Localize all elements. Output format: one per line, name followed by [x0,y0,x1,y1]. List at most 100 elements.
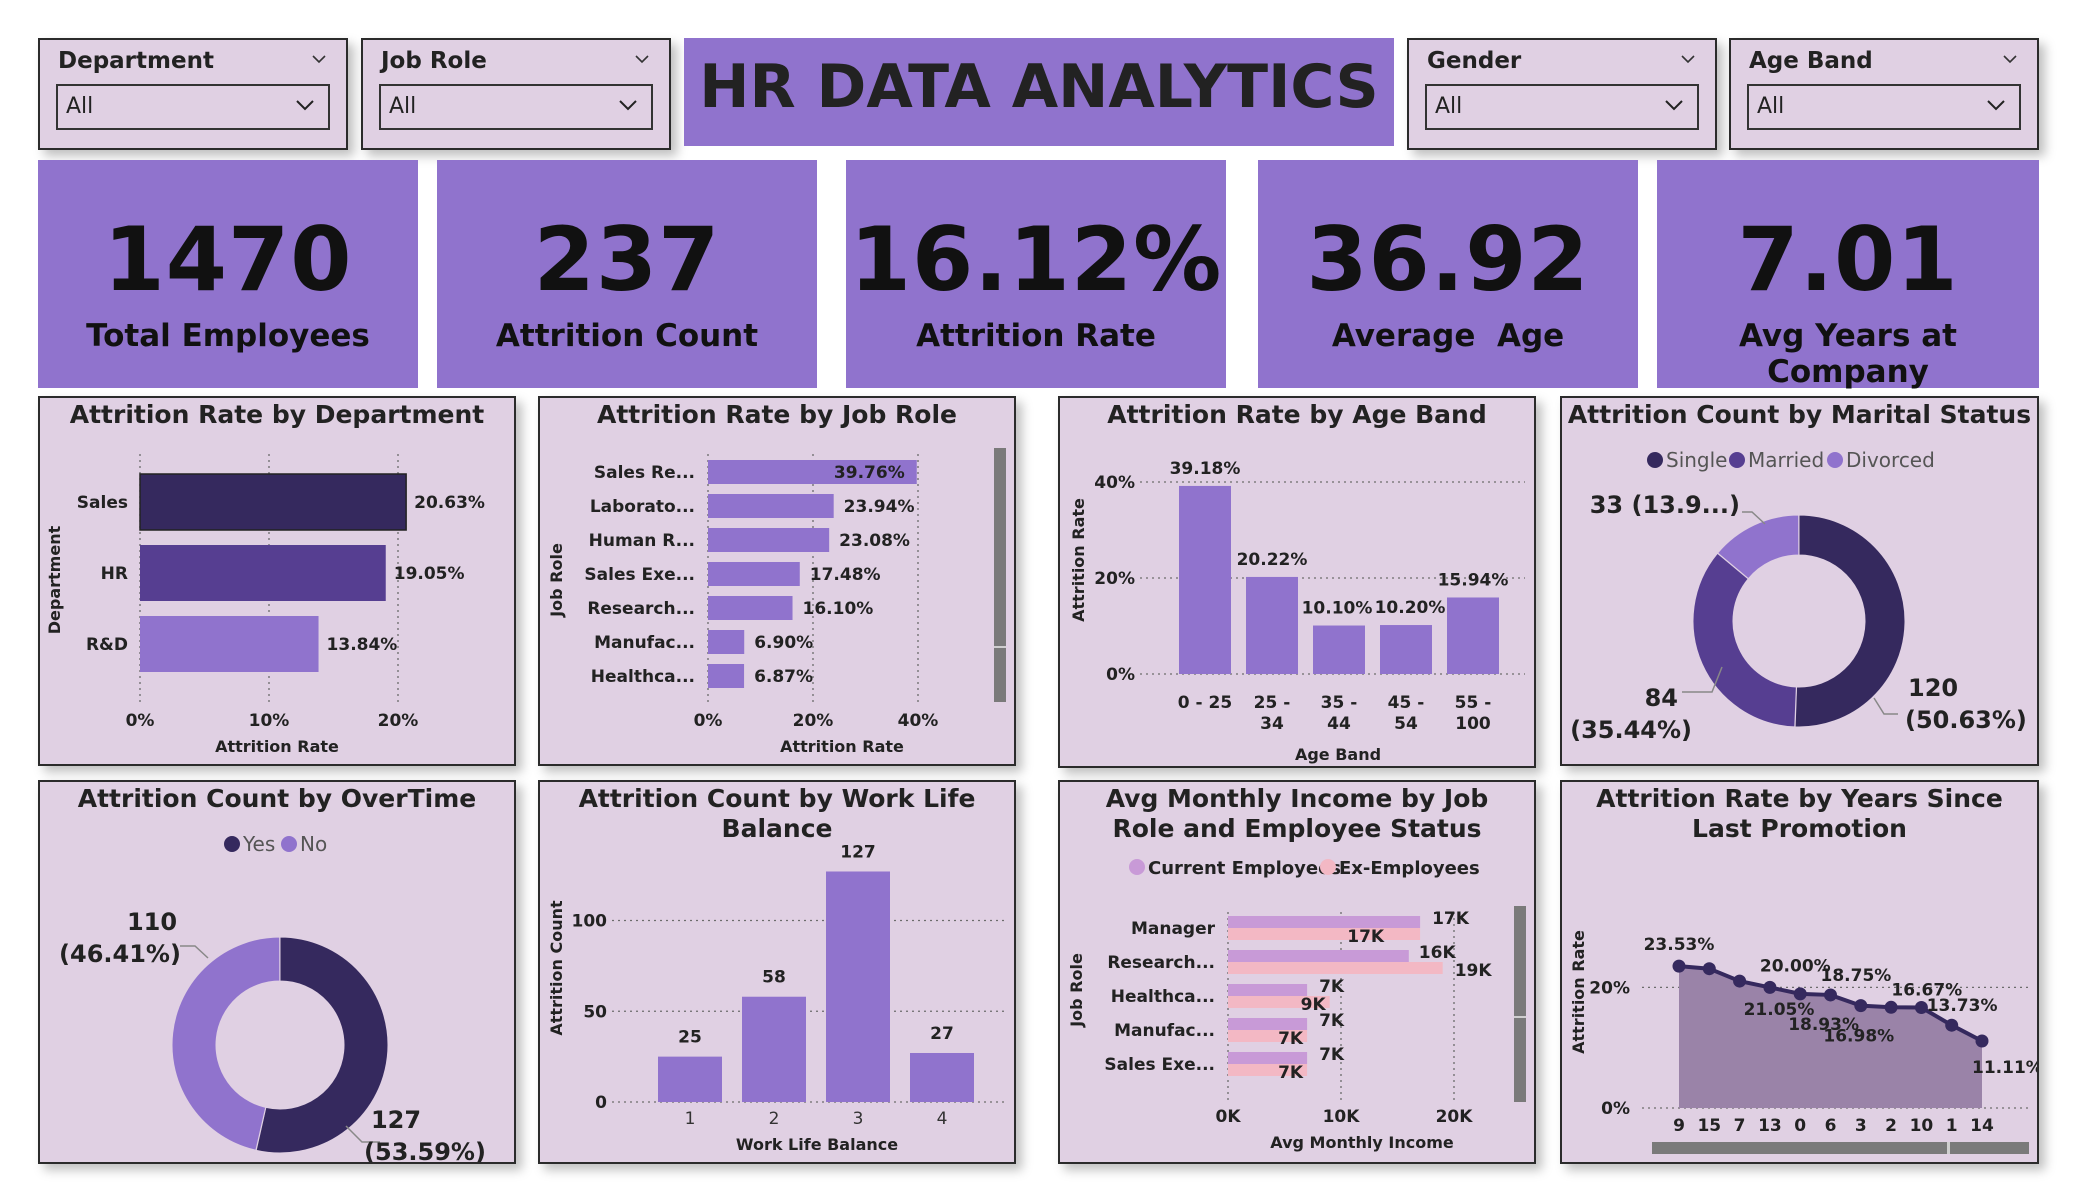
x-tick-label: 25 - [1254,693,1291,713]
x-tick-label: 34 [1260,714,1284,734]
chevron-down-icon[interactable] [1665,96,1683,114]
slicer-department[interactable]: Department All [38,38,348,150]
donut-slice [171,936,281,1151]
slicer-dropdown[interactable]: All [1425,84,1699,130]
slicer-value: All [1757,94,1785,119]
data-label: 6.90% [754,633,813,653]
scrollbar-horizontal[interactable] [1652,1142,2029,1154]
x-tick-label: 100 [1455,714,1491,734]
chevron-down-icon[interactable] [1987,96,2005,114]
x-tick-label: 54 [1394,714,1418,734]
data-label: 20.00% [1760,956,1831,976]
y-axis-label: Attrition Rate [1569,930,1588,1054]
page-title: HR DATA ANALYTICS [699,52,1379,122]
chevron-down-icon[interactable] [619,96,637,114]
x-tick-label: 15 [1697,1116,1721,1136]
data-label: (50.63%) [1905,706,2027,734]
data-label: (46.41%) [59,940,181,968]
y-tick-label: Healthca... [591,667,695,687]
data-label: 27 [930,1024,954,1044]
bar [910,1052,974,1102]
bar [140,545,386,601]
bar [140,616,319,672]
x-tick-label: 7 [1734,1116,1746,1136]
data-point [1702,962,1716,976]
x-axis-label: Attrition Rate [780,737,904,756]
chart-title: Attrition Rate by Department [69,400,485,429]
bar [1246,576,1298,674]
x-tick-label: 0 [1794,1116,1806,1136]
slicer-dropdown[interactable]: All [56,84,330,130]
data-point [1672,959,1686,973]
y-tick-label: HR [101,564,128,584]
slicer-value: All [389,94,417,119]
kpi-total-employees: 1470 Total Employees [38,160,418,388]
y-axis-label: Attrition Rate [1069,498,1088,622]
chevron-down-icon[interactable] [2003,52,2017,66]
kpi-label: Total Employees [86,318,370,354]
data-label: 84 [1645,684,1678,712]
slicer-dropdown[interactable]: All [379,84,653,130]
data-point [1914,1000,1928,1014]
x-tick-label: 10% [249,711,290,731]
bar [1228,962,1443,974]
x-tick-label: 0K [1215,1107,1241,1127]
slicer-job-role[interactable]: Job Role All [361,38,671,150]
y-axis-label: Job Role [1067,953,1086,1028]
y-tick-label: 0% [1106,665,1135,685]
legend-marker [224,836,240,852]
bar [1380,625,1432,674]
bar [742,996,806,1102]
legend-label: No [300,832,327,856]
y-tick-label: 40% [1094,473,1135,493]
data-label: 127 [371,1106,421,1134]
data-label: 127 [840,842,876,862]
chevron-down-icon[interactable] [1681,52,1695,66]
legend-label: Single [1666,448,1727,472]
leader-line [1873,697,1898,715]
bar [708,664,745,688]
kpi-value: 237 [533,208,721,311]
chevron-down-icon[interactable] [312,52,326,66]
legend-marker [1129,859,1145,875]
chart-title: Attrition Count by Work Life Balance [578,784,976,843]
y-tick-label: Sales Exe... [1104,1055,1215,1075]
slicer-gender[interactable]: Gender All [1407,38,1717,150]
data-point [1793,987,1807,1001]
chart-attrition-by-work-life-balance: Attrition Count by Work Life Balance 0 50… [538,780,1016,1164]
chart-title: Attrition Count by Marital Status [1567,400,2032,429]
legend-marker [1320,859,1336,875]
leader-line [345,1125,380,1143]
x-tick-label: 14 [1970,1116,1994,1136]
bar [1447,597,1499,674]
data-label: 16K [1419,943,1457,963]
bar [1179,485,1231,674]
chart-attrition-by-marital-status: Attrition Count by Marital Status Single… [1560,396,2039,766]
x-tick-label: 35 - [1321,693,1358,713]
slicer-title: Age Band [1749,48,1873,74]
data-label: 17K [1432,909,1470,929]
area-fill [1679,966,1982,1108]
chevron-down-icon[interactable] [635,52,649,66]
y-tick-label: Research... [587,599,695,619]
bar [708,630,745,654]
chart-svg: 0% 20% 40% Sales Re... 39.76% Laborato... 23.9… [547,454,938,756]
scrollbar-divider [994,646,1006,648]
data-point [1763,980,1777,994]
slicer-age-band[interactable]: Age Band All [1729,38,2039,150]
data-label: 7K [1278,1029,1304,1049]
chevron-down-icon[interactable] [296,96,314,114]
y-tick-label: 50 [583,1002,607,1022]
scrollbar-divider [1947,1142,1950,1154]
legend-label: Current Employees [1148,858,1341,879]
legend-label: Yes [242,832,275,856]
leader-line [1682,666,1723,693]
slicer-dropdown[interactable]: All [1747,84,2021,130]
x-tick-label: 55 - [1455,693,1492,713]
legend-marker [1729,452,1745,468]
data-label: 13.84% [327,635,398,655]
scrollbar[interactable] [1514,906,1526,1102]
scrollbar[interactable] [994,448,1006,702]
donut-slice [1716,514,1800,580]
x-tick-label: 20% [378,711,419,731]
